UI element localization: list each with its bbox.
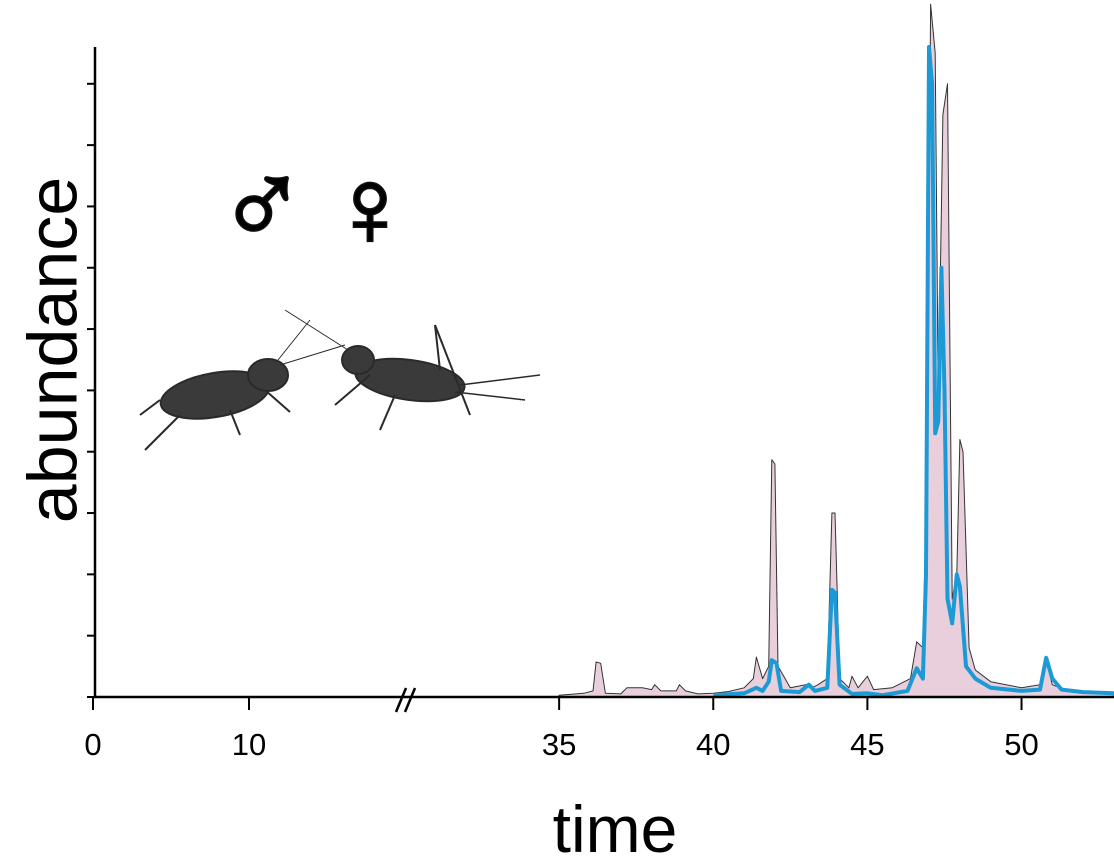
legend-entry: ♂ bbox=[217, 137, 307, 271]
axis-break bbox=[394, 687, 417, 713]
y-axis-label: abundance bbox=[13, 177, 91, 523]
cricket-illustration bbox=[139, 309, 541, 451]
male-trace bbox=[713, 45, 1114, 698]
x-tick-label: 40 bbox=[696, 727, 730, 762]
x-tick-label: 50 bbox=[1004, 727, 1038, 762]
female-trace bbox=[558, 3, 1114, 698]
x-tick-label: 45 bbox=[850, 727, 884, 762]
x-tick-label: 0 bbox=[84, 727, 101, 762]
x-tick-label: 10 bbox=[232, 727, 266, 762]
legend-entry: ♀ bbox=[329, 146, 412, 269]
plot-area bbox=[558, 3, 1114, 698]
x-axis-label: time bbox=[553, 792, 678, 861]
x-tick-label: 35 bbox=[542, 727, 576, 762]
